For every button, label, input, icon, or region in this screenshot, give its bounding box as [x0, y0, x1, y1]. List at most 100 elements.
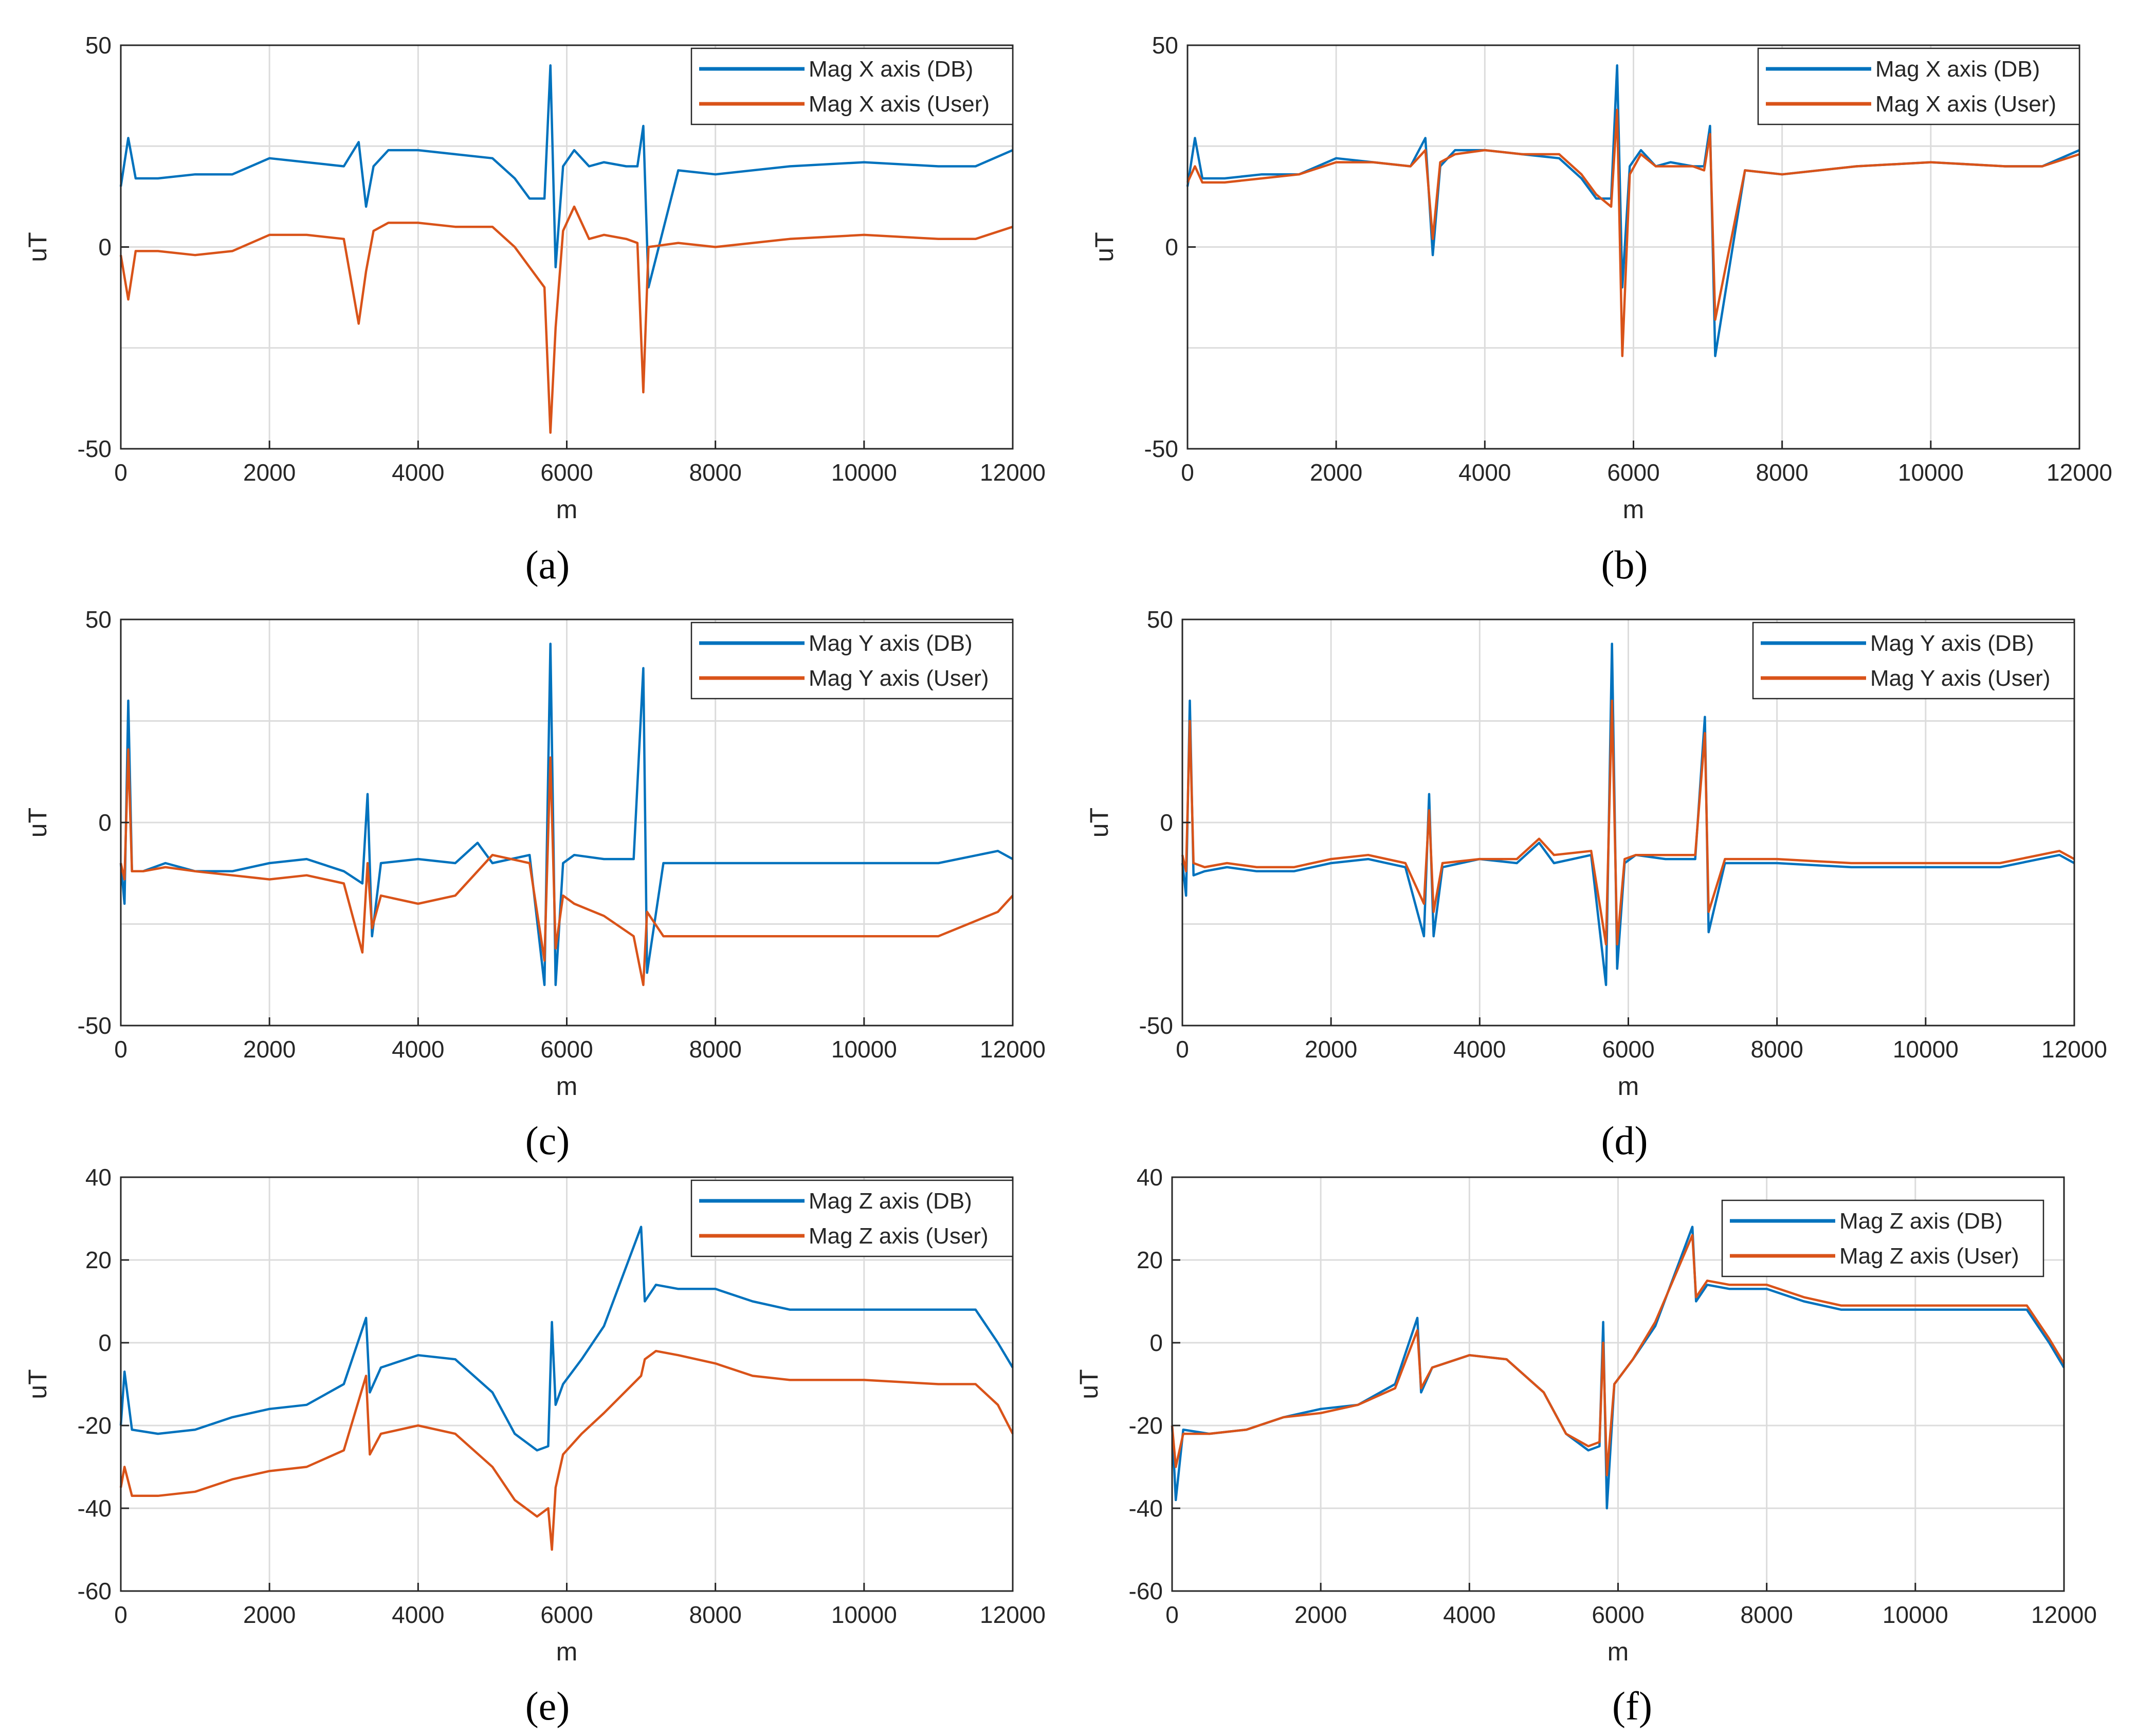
- panel-d: 0 2000 4000 6000 8000 10000 12000500-50muTMag …: [1085, 606, 2107, 1163]
- x-tick-label: 2000: [243, 1036, 296, 1063]
- x-axis-label: m: [1608, 1637, 1629, 1666]
- x-tick-label: 8000: [1740, 1601, 1793, 1628]
- panel-e: 0 2000 4000 6000 8000 10000 12000 40 20 0 -20 -40 -6…: [23, 1164, 1046, 1728]
- y-tick-label: -20: [78, 1412, 112, 1439]
- x-tick-label: 4000: [392, 1036, 444, 1063]
- y-tick-label: 40: [85, 1164, 112, 1191]
- x-tick-label: 6000: [1602, 1036, 1654, 1063]
- y-axis-label: uT: [23, 808, 52, 837]
- x-tick-label: 10000: [1898, 459, 1964, 486]
- x-tick-label: 2000: [1305, 1036, 1357, 1063]
- x-tick-label: 6000: [540, 459, 593, 486]
- legend-box: [1757, 47, 2080, 125]
- x-tick-label: 0: [1176, 1036, 1189, 1063]
- x-tick-label: 12000: [2047, 459, 2112, 486]
- x-tick-label: 10000: [831, 1036, 897, 1063]
- x-tick-label: 12000: [2031, 1601, 2097, 1628]
- panel-f: 0 2000 4000 6000 8000 10000 12000 40 20 0 -20 -40 -6…: [1074, 1164, 2097, 1728]
- y-tick-label: 50: [1147, 606, 1173, 633]
- y-tick-label: -50: [78, 435, 112, 462]
- x-tick-label: 10000: [1893, 1036, 1959, 1063]
- x-tick-label: 6000: [540, 1036, 593, 1063]
- y-axis-label: uT: [23, 1369, 52, 1399]
- legend-label: Mag Z axis (DB): [1839, 1209, 2003, 1234]
- y-tick-label: 0: [98, 1329, 112, 1356]
- y-tick-label: -60: [78, 1578, 112, 1604]
- x-tick-label: 8000: [1756, 459, 1808, 486]
- legend: Mag X axis (DB) Mag X axis (User): [1757, 47, 2080, 125]
- series-line-user: [119, 748, 1014, 986]
- x-tick-label: 12000: [2041, 1036, 2107, 1063]
- x-axis-label: m: [556, 1072, 578, 1101]
- x-tick-label: 2000: [243, 1601, 296, 1628]
- x-tick-label: 4000: [392, 459, 444, 486]
- legend-box: [690, 622, 1014, 700]
- panel-c: 0 2000 4000 6000 8000 10000 12000500-50muTMag …: [23, 606, 1046, 1163]
- panel-caption: (a): [525, 542, 570, 587]
- x-tick-label: 2000: [1294, 1601, 1347, 1628]
- series-line-user: [1181, 699, 2075, 946]
- x-tick-label: 6000: [1592, 1601, 1644, 1628]
- y-tick-label: -50: [78, 1012, 112, 1039]
- panel-caption: (f): [1612, 1684, 1652, 1728]
- series-line-user: [119, 1349, 1014, 1551]
- y-axis-label: uT: [1090, 232, 1119, 262]
- y-tick-label: 50: [85, 32, 112, 59]
- y-tick-label: -50: [1144, 435, 1178, 462]
- panel-caption: (c): [525, 1118, 570, 1163]
- y-tick-label: 50: [1152, 32, 1178, 59]
- x-tick-label: 4000: [392, 1601, 444, 1628]
- panel-b: 0 2000 4000 6000 8000 10000 12000500-50muTMag …: [1090, 32, 2112, 587]
- x-tick-label: 10000: [831, 1601, 897, 1628]
- panel-caption: (b): [1601, 542, 1648, 587]
- y-tick-label: 50: [85, 606, 112, 633]
- series-line-user: [119, 205, 1013, 434]
- panel-caption: (d): [1601, 1118, 1648, 1163]
- x-tick-label: 0: [1165, 1601, 1179, 1628]
- x-tick-label: 6000: [540, 1601, 593, 1628]
- x-tick-label: 10000: [831, 459, 897, 486]
- x-axis-label: m: [556, 495, 578, 524]
- y-tick-label: 0: [1160, 809, 1173, 836]
- y-tick-label: 0: [98, 809, 112, 836]
- legend: Mag Y axis (DB) Mag Y axis (User): [1752, 622, 2075, 700]
- y-tick-label: 0: [98, 234, 112, 261]
- series-line-user: [1186, 108, 2080, 357]
- x-tick-label: 8000: [689, 459, 741, 486]
- legend-label: Mag Y axis (DB): [809, 631, 973, 656]
- x-tick-label: 8000: [689, 1036, 741, 1063]
- y-tick-label: 0: [1165, 234, 1178, 261]
- legend-box: [690, 1179, 1014, 1257]
- x-tick-label: 4000: [1453, 1036, 1506, 1063]
- y-tick-label: 0: [1149, 1329, 1163, 1356]
- x-tick-label: 10000: [1883, 1601, 1948, 1628]
- y-tick-label: -20: [1129, 1412, 1163, 1439]
- legend-label: Mag Z axis (User): [1839, 1244, 2019, 1269]
- x-axis-label: m: [1618, 1072, 1639, 1101]
- series-line-db: [1181, 643, 2075, 986]
- panel-a: 0 2000 4000 6000 8000 10000 12000500-50muTMag …: [23, 32, 1046, 587]
- legend: Mag Z axis (DB) Mag Z axis (User): [1721, 1199, 2044, 1277]
- y-tick-label: 20: [85, 1247, 112, 1273]
- x-tick-label: 4000: [1458, 459, 1511, 486]
- x-tick-label: 4000: [1443, 1601, 1495, 1628]
- series-line-db: [119, 64, 1013, 289]
- series-line-user: [1171, 1234, 2065, 1476]
- y-tick-label: 20: [1137, 1247, 1163, 1273]
- legend-box: [1721, 1199, 2044, 1277]
- legend-box: [1752, 622, 2075, 700]
- panel-caption: (e): [525, 1684, 570, 1728]
- legend-box: [690, 47, 1014, 125]
- legend-label: Mag Z axis (DB): [809, 1189, 972, 1214]
- x-axis-label: m: [556, 1637, 578, 1666]
- y-axis-label: uT: [1085, 808, 1113, 837]
- y-tick-label: 40: [1137, 1164, 1163, 1191]
- x-tick-label: 2000: [243, 459, 296, 486]
- series-line-db: [1171, 1226, 2065, 1510]
- legend-label: Mag Y axis (DB): [1870, 631, 2034, 656]
- x-tick-label: 8000: [1750, 1036, 1803, 1063]
- x-tick-label: 0: [114, 459, 127, 486]
- x-axis-label: m: [1623, 495, 1645, 524]
- legend: Mag Y axis (DB) Mag Y axis (User): [690, 622, 1014, 700]
- legend-label: Mag X axis (User): [1875, 92, 2056, 117]
